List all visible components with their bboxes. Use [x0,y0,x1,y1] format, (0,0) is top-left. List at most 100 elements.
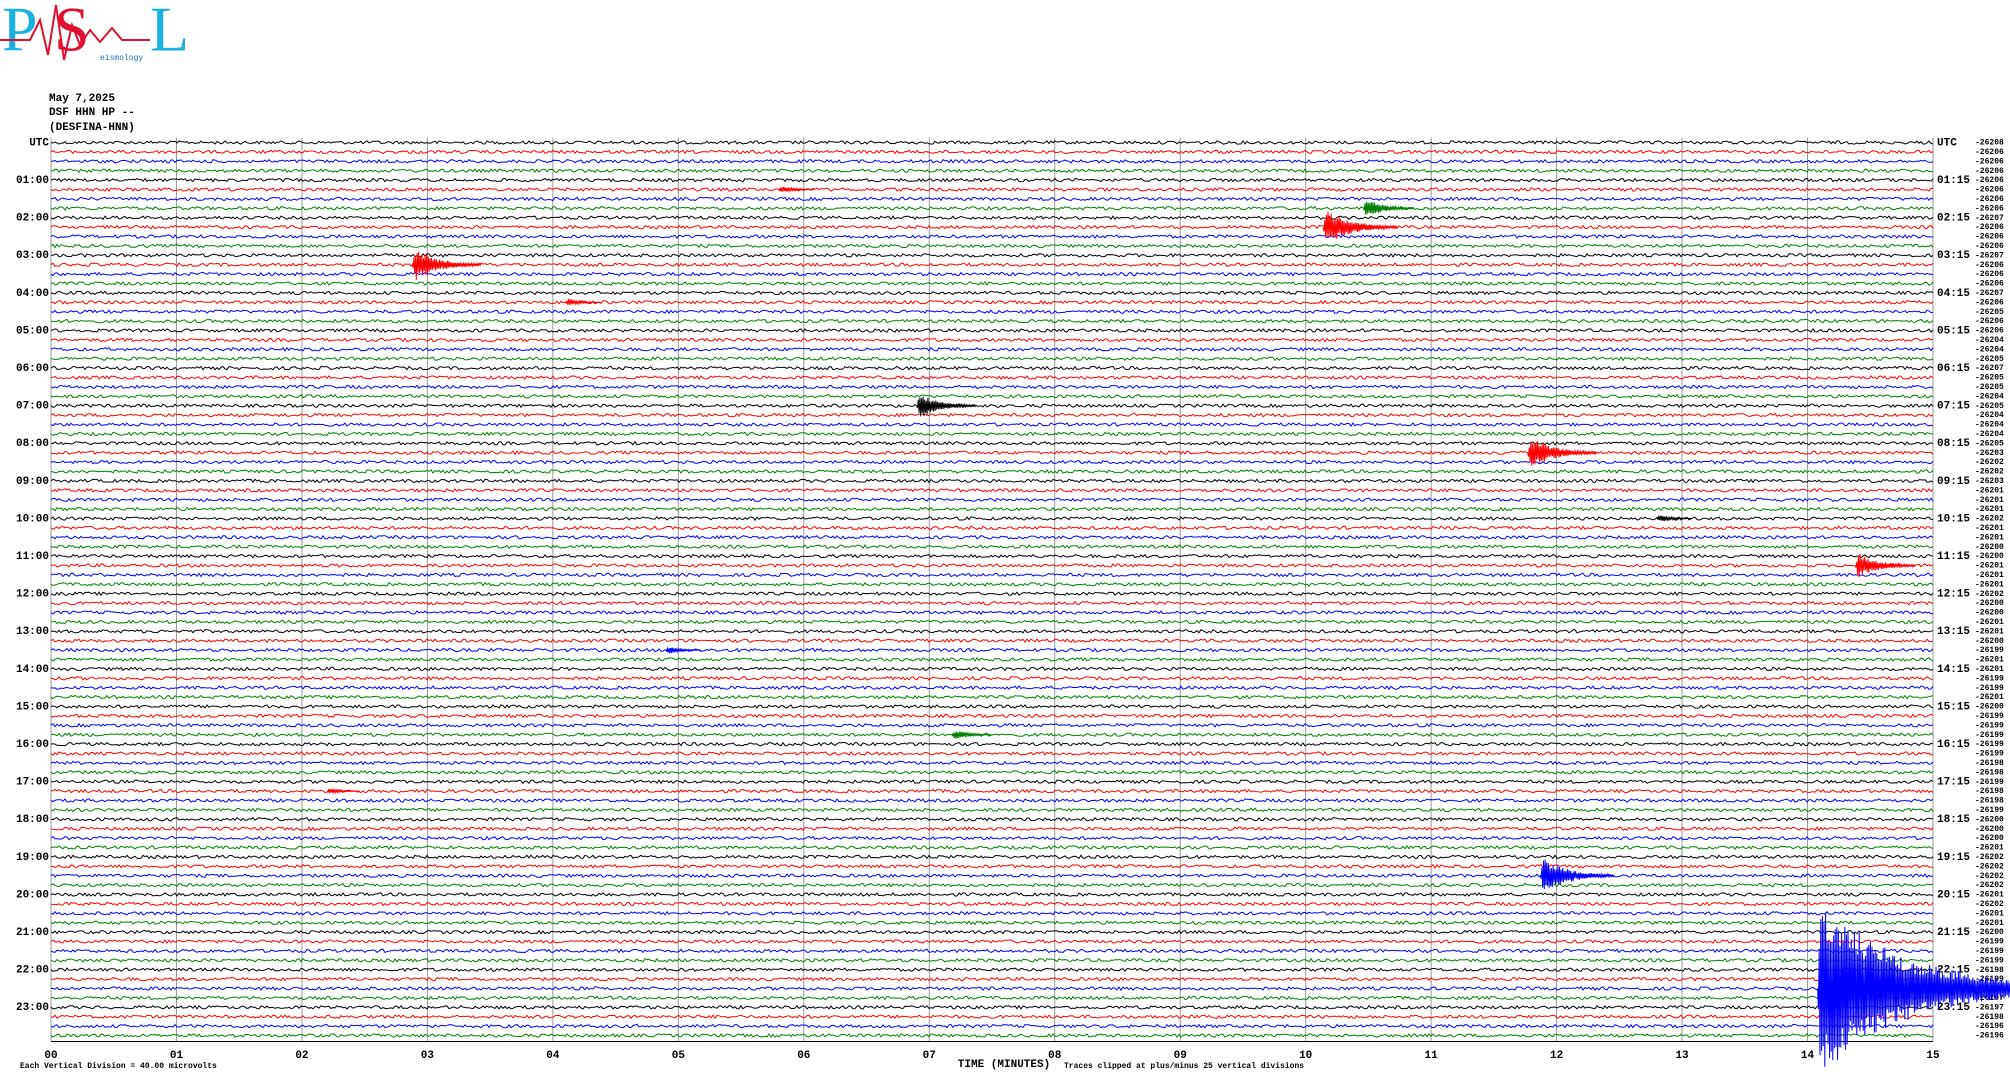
offset-label: -26202 [1975,468,2004,477]
trace [50,534,1934,540]
x-tick-label: 07 [923,1050,936,1062]
seismic-event [778,186,815,193]
seismic-event [1862,976,1921,997]
hour-label: 04:00 [16,288,49,300]
date: May 7,2025 [49,93,115,105]
station: DSF HHN HP -- [49,107,135,119]
offset-label: -26199 [1975,646,2004,655]
offset-label: -26205 [1975,402,2004,411]
x-tick-label: 03 [421,1050,435,1062]
hour-label: 18:00 [16,814,49,826]
offset-label: -26199 [1975,750,2004,759]
offset-label: -26206 [1975,186,2004,195]
hour-label-right: 11:15 [1937,551,1970,563]
trace [50,957,1934,963]
hour-label-right: 03:15 [1937,250,1970,262]
trace [50,628,1934,634]
offset-label: -26199 [1975,674,2004,683]
offset-label: -26204 [1975,345,2004,354]
hour-label-right: 02:15 [1937,213,1970,225]
offset-label: -26200 [1975,599,2004,608]
trace [50,412,1934,418]
trace [50,591,1934,597]
trace [50,375,1934,381]
hour-label-right: 21:15 [1937,927,1970,939]
offset-label: -26200 [1975,703,2004,712]
offset-label: -26199 [1975,684,2004,693]
seismic-event [411,251,482,280]
trace [50,788,1934,794]
offset-label: -26200 [1975,825,2004,834]
offset-label: -26202 [1975,862,2004,871]
hour-label-right: 18:15 [1937,814,1970,826]
offset-label: -26206 [1975,157,2004,166]
offset-label: -26201 [1975,627,2004,636]
offset-label: -26207 [1975,289,2004,298]
offset-label: -26202 [1975,590,2004,599]
trace [50,337,1934,343]
offset-label: -26202 [1975,872,2004,881]
hour-label: 21:00 [16,927,49,939]
offset-label: -26207 [1975,214,2004,223]
offset-label: -26201 [1975,618,2004,627]
offset-label: -26201 [1975,505,2004,514]
offset-label: -26198 [1975,1013,2004,1022]
hour-label: 03:00 [16,250,49,262]
hour-label-right: 15:15 [1937,701,1970,713]
trace [50,563,1934,568]
trace [50,469,1934,474]
offset-label: -26202 [1975,458,2004,467]
trace [50,995,1934,1001]
logo: P S L eismology [0,0,189,65]
seismic-event [665,646,702,654]
offset-label: -26199 [1975,721,2004,730]
trace [50,262,1934,268]
offset-label: -26205 [1975,383,2004,392]
trace [50,309,1934,315]
seismic-event [1854,553,1916,578]
offset-label: -26200 [1975,928,2004,937]
offset-label: -26196 [1975,1032,2004,1041]
trace [50,233,1934,239]
trace [50,769,1934,775]
hour-label: 16:00 [16,739,49,751]
offset-label: -26198 [1975,768,2004,777]
offset-label: -26199 [1975,778,2004,787]
offset-label: -26201 [1975,656,2004,665]
hour-label-right: 08:15 [1937,438,1970,450]
x-tick-label: 08 [1048,1050,1062,1062]
trace [50,976,1934,982]
hour-label: 09:00 [16,476,49,488]
trace [50,553,1934,559]
trace [50,826,1934,832]
offset-label: -26206 [1975,280,2004,289]
trace [50,835,1934,841]
hour-label: 22:00 [16,965,49,977]
hour-label: 20:00 [16,889,49,901]
hour-label: 08:00 [16,438,49,450]
offset-label: -26201 [1975,524,2004,533]
offset-label: -26199 [1975,975,2004,984]
trace [50,299,1934,305]
offset-label: -26201 [1975,891,2004,900]
trace [50,892,1934,898]
x-tick-label: 15 [1926,1050,1940,1062]
seismic-event [1656,514,1693,522]
trace [50,149,1934,155]
offset-label: -26206 [1975,261,2004,270]
trace [50,967,1934,973]
trace [50,910,1934,916]
hour-label-right: 20:15 [1937,889,1970,901]
offset-label: -26202 [1975,515,2004,524]
trace [50,1023,1934,1029]
offset-label: -26201 [1975,580,2004,589]
offset-label: -26201 [1975,909,2004,918]
trace [50,694,1934,700]
offset-label: -26206 [1975,195,2004,204]
offset-label: -26205 [1975,374,2004,383]
x-tick-label: 14 [1801,1050,1815,1062]
hour-label: 06:00 [16,363,49,375]
station-name: (DESFINA-HNN) [49,122,135,134]
offset-label: -26204 [1975,430,2004,439]
trace [50,168,1934,174]
